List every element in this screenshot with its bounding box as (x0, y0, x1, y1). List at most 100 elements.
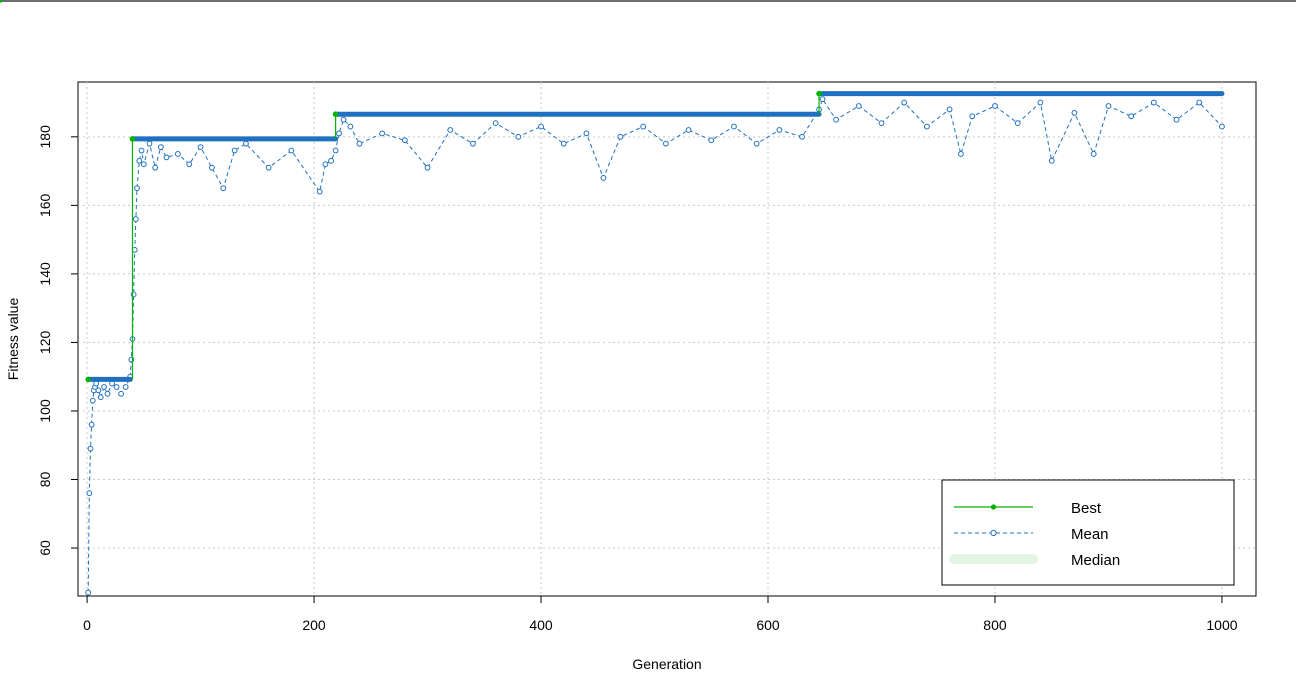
mean-point (1196, 99, 1203, 106)
mean-point (220, 185, 227, 192)
mean-point (776, 127, 783, 133)
mean-point (470, 140, 476, 147)
plot-area-border (77, 81, 1257, 597)
mean-point (538, 123, 544, 130)
y-tick-label: 100 (37, 399, 53, 423)
mean-point (209, 164, 215, 171)
mean-point (243, 140, 249, 147)
mean-point (1071, 109, 1078, 116)
best-point (129, 136, 136, 142)
mean-point (969, 113, 976, 120)
legend-mean-label: Mean (1071, 526, 1109, 543)
mean-point (731, 123, 737, 130)
mean-point (85, 589, 92, 596)
mean-point (157, 144, 164, 151)
mean-point (685, 127, 692, 133)
x-tick-label: 0 (83, 617, 91, 633)
legend-best-label: Best (1071, 500, 1102, 517)
y-tick-label: 140 (37, 262, 53, 286)
mean-point (174, 151, 181, 157)
mean-point (146, 140, 153, 147)
mean-point (163, 154, 170, 161)
mean-point (992, 103, 998, 109)
mean-point (328, 157, 334, 164)
legend-median-label: Median (1071, 552, 1120, 569)
mean-point (132, 216, 139, 222)
mean-point (88, 421, 95, 428)
mean-point (89, 397, 96, 404)
x-tick-label: 400 (529, 617, 553, 633)
mean-point (708, 137, 715, 144)
mean-point (600, 175, 607, 181)
mean-point (640, 123, 647, 130)
y-tick-label: 160 (37, 193, 53, 217)
best-point (816, 90, 822, 97)
mean-point (113, 384, 120, 390)
best-point (0, 0, 3, 3)
mean-point (136, 157, 143, 164)
mean-point (379, 130, 386, 137)
mean-point (140, 161, 147, 168)
mean-point (101, 384, 108, 390)
x-tick-label: 600 (756, 617, 780, 633)
mean-series (85, 96, 1225, 596)
mean-point (447, 127, 454, 133)
mean-point (134, 185, 140, 192)
mean-point (819, 96, 826, 103)
mean-point (923, 123, 930, 130)
mean-point (138, 147, 145, 154)
mean-point (340, 116, 347, 123)
mean-point (265, 164, 272, 171)
mean-point (186, 161, 193, 168)
mean-point (833, 116, 839, 123)
best-series (0, 0, 1225, 383)
mean-point (1048, 157, 1055, 164)
x-tick-label: 1000 (1206, 617, 1237, 633)
mean-point (1150, 99, 1157, 106)
mean-point (122, 384, 129, 390)
mean-point (316, 188, 323, 195)
mean-point (118, 390, 125, 397)
y-tick-label: 180 (37, 125, 53, 149)
x-tick-label: 200 (302, 617, 326, 633)
mean-point (86, 490, 93, 497)
mean-point (583, 130, 590, 137)
mean-point (946, 106, 953, 113)
mean-point (1128, 113, 1135, 120)
legend-mean-point (990, 529, 997, 537)
mean-point (878, 120, 885, 127)
mean-point (901, 99, 908, 106)
mean-point (347, 123, 354, 130)
x-axis-title: Generation (632, 656, 701, 672)
mean-point (424, 164, 431, 171)
y-tick-label: 60 (37, 540, 53, 556)
mean-point (87, 445, 94, 452)
y-tick-label: 120 (37, 331, 53, 355)
x-tick-label: 800 (983, 617, 1007, 633)
best-point (85, 376, 92, 383)
mean-point (958, 151, 964, 157)
mean-point (332, 147, 339, 154)
best-point (332, 111, 339, 118)
mean-point (560, 140, 567, 147)
mean-point (231, 147, 238, 154)
mean-point (1173, 116, 1180, 123)
mean-point (1105, 103, 1112, 109)
mean-point (401, 137, 408, 144)
mean-point (197, 144, 204, 151)
mean-point (1090, 151, 1097, 157)
mean-point (492, 120, 499, 127)
mean-point (95, 387, 102, 394)
window-top-rule (0, 0, 1296, 2)
y-tick-label: 80 (37, 471, 53, 487)
mean-point (104, 390, 111, 397)
mean-point (753, 140, 760, 147)
mean-point (662, 140, 669, 147)
mean-point (288, 147, 295, 154)
mean-point (97, 394, 104, 401)
mean-point (356, 140, 363, 147)
mean-point (322, 161, 329, 168)
mean-point (1219, 123, 1225, 130)
mean-point (336, 130, 342, 137)
mean-point (152, 164, 159, 171)
